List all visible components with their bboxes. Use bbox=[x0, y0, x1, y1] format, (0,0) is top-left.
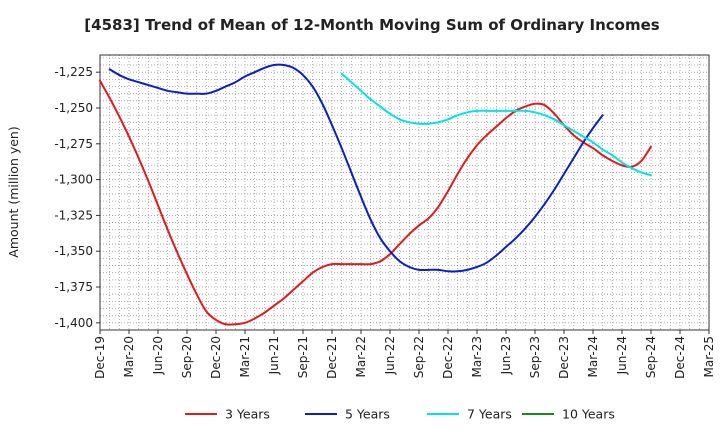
plot-frame bbox=[99, 54, 710, 331]
x-tick-label: Jun-23 bbox=[499, 336, 513, 375]
x-tick-label: Dec-24 bbox=[673, 336, 687, 379]
x-tick-label: Sep-24 bbox=[644, 336, 658, 378]
axes: -1,225 -1,250 -1,275 -1,300 -1,325 -1,350 -1,3… bbox=[54, 54, 716, 379]
x-tick-label: Dec-21 bbox=[325, 336, 339, 379]
series-line-7-years bbox=[340, 72, 652, 177]
chart-title: [4583] Trend of Mean of 12-Month Moving … bbox=[84, 16, 659, 34]
x-tick-label: Jun-21 bbox=[267, 336, 281, 375]
x-tick-label: Dec-19 bbox=[93, 336, 107, 379]
x-tick-label: Jun-22 bbox=[383, 336, 397, 375]
legend-label-10-years: 10 Years bbox=[562, 407, 615, 422]
x-tick-label: Sep-21 bbox=[296, 336, 310, 378]
y-tick-label: -1,300 bbox=[54, 173, 93, 187]
x-tick-label: Jun-24 bbox=[615, 336, 629, 375]
y-tick-label: -1,225 bbox=[54, 65, 93, 79]
y-tick-label: -1,275 bbox=[54, 137, 93, 151]
x-tick-label: Sep-23 bbox=[528, 336, 542, 378]
series-layer bbox=[99, 63, 652, 326]
x-tick-label: Mar-21 bbox=[238, 336, 252, 377]
grid bbox=[100, 55, 709, 331]
series-line-3-years bbox=[99, 79, 652, 326]
legend: 3 Years 5 Years 7 Years 10 Years bbox=[185, 407, 615, 422]
x-tick-label: Mar-20 bbox=[122, 336, 136, 377]
x-tick-label: Sep-22 bbox=[412, 336, 426, 378]
y-tick-label: -1,250 bbox=[54, 101, 93, 115]
x-tick-label: Mar-24 bbox=[586, 336, 600, 377]
legend-label-5-years: 5 Years bbox=[345, 407, 390, 422]
x-tick-label: Mar-22 bbox=[354, 336, 368, 377]
y-tick-label: -1,325 bbox=[54, 208, 93, 222]
y-tick-label: -1,350 bbox=[54, 244, 93, 258]
x-tick-label: Dec-20 bbox=[209, 336, 223, 379]
x-tick-label: Dec-23 bbox=[557, 336, 571, 379]
x-tick-label: Sep-20 bbox=[180, 336, 194, 378]
legend-label-3-years: 3 Years bbox=[225, 407, 270, 422]
x-tick-label: Mar-25 bbox=[702, 336, 716, 377]
y-tick-label: -1,375 bbox=[54, 280, 93, 294]
x-tick-label: Mar-23 bbox=[470, 336, 484, 377]
y-tick-label: -1,400 bbox=[54, 316, 93, 330]
series-line-5-years bbox=[108, 63, 604, 273]
y-axis-label: Amount (million yen) bbox=[6, 126, 21, 257]
x-tick-label: Dec-22 bbox=[441, 336, 455, 379]
legend-label-7-years: 7 Years bbox=[467, 407, 512, 422]
x-tick-label: Jun-20 bbox=[151, 336, 165, 375]
